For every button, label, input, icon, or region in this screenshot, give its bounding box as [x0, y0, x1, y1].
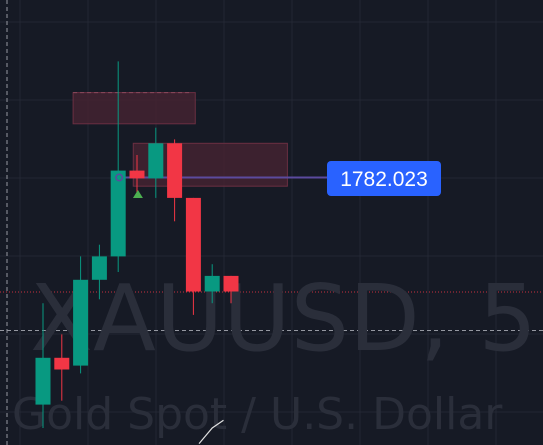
watermark: XAUUSD, 5 Gold Spot / U.S. Dollar [12, 265, 537, 440]
candle [204, 264, 220, 304]
candle [223, 275, 239, 304]
indicator-line [198, 419, 224, 444]
candle [148, 127, 164, 198]
candle [110, 61, 126, 272]
candle-body [167, 143, 183, 198]
candles-layer [35, 61, 239, 428]
candle [54, 334, 70, 401]
candle [73, 256, 89, 374]
overlay-layer [115, 173, 224, 444]
watermark-symbol: XAUUSD, 5 [30, 265, 537, 372]
candle [129, 154, 145, 194]
candle-body [110, 170, 126, 257]
candle-body [129, 170, 145, 179]
candle-body [204, 275, 220, 292]
level-anchor-point [115, 173, 124, 182]
candle [185, 197, 201, 315]
buy-signal-triangle [132, 189, 143, 198]
price-label-background [327, 161, 441, 196]
candle-body [185, 197, 201, 292]
candle-body [91, 256, 107, 280]
supply-zone [72, 92, 196, 125]
candle [91, 244, 107, 300]
candle-body [148, 143, 164, 179]
watermark-description: Gold Spot / U.S. Dollar [12, 389, 503, 440]
candle [167, 139, 183, 222]
candle [35, 303, 51, 428]
price-label-value: 1782.023 [340, 168, 428, 191]
candle-body [73, 279, 89, 366]
candle-body [223, 275, 239, 292]
candle-body [54, 357, 70, 370]
zones-layer [72, 92, 288, 187]
price-label[interactable]: 1782.023 [327, 161, 441, 196]
candle-body [35, 357, 51, 405]
